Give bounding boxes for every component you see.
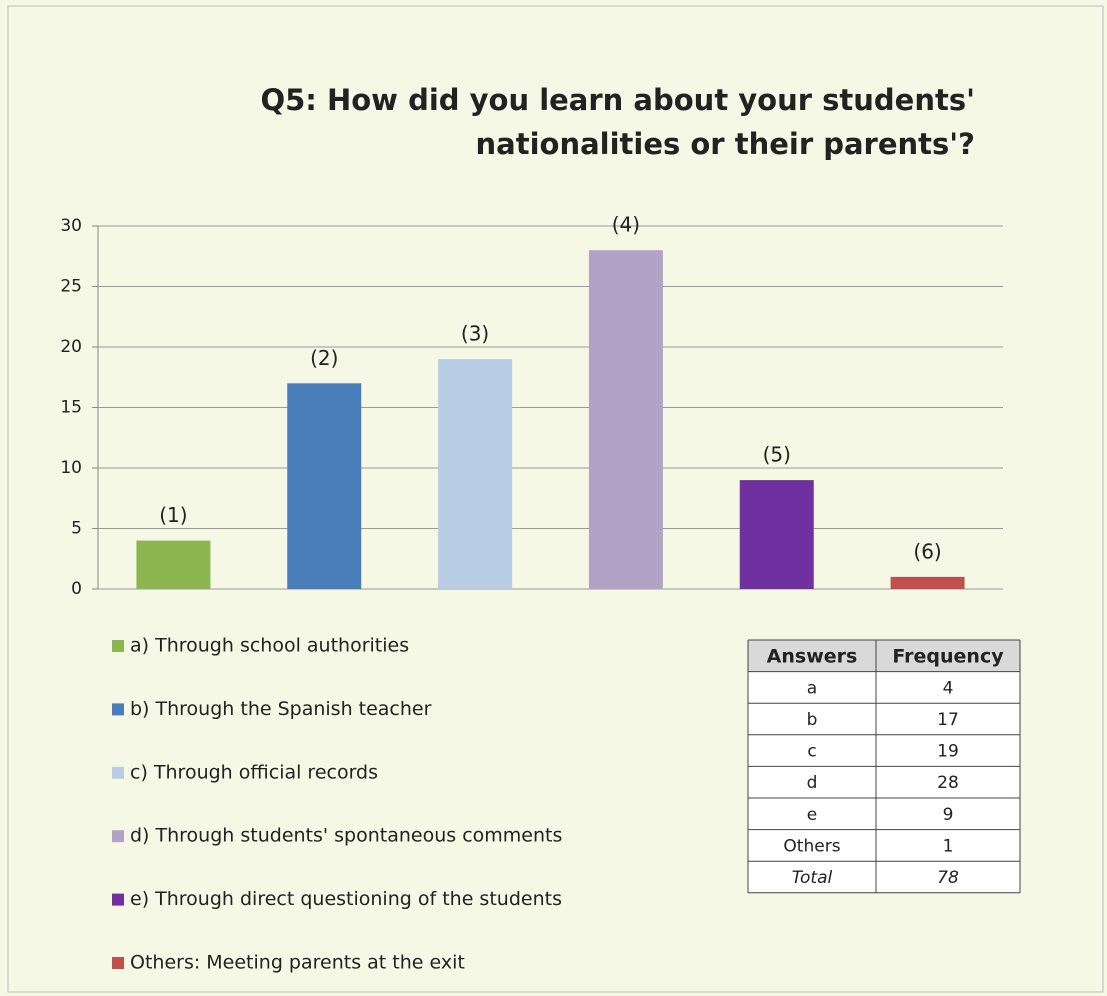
bar (890, 576, 965, 589)
bar-label: (2) (310, 346, 338, 370)
bar (287, 383, 362, 589)
y-tick-label: 25 (60, 277, 82, 297)
legend-swatch (112, 830, 124, 843)
chart-title: Q5: How did you learn about your student… (260, 83, 975, 117)
table-cell: Others (783, 836, 840, 856)
bar (588, 250, 663, 589)
table-cell: 1 (943, 836, 954, 856)
table-cell: 78 (937, 868, 959, 888)
table-cell: b (807, 710, 818, 730)
frame (7, 5, 1104, 993)
legend-swatch (112, 640, 124, 652)
table-header: Answers (767, 645, 858, 667)
legend-label: Others: Meeting parents at the exit (130, 952, 465, 974)
y-tick-label: 30 (60, 216, 82, 236)
y-tick-label: 10 (60, 458, 82, 478)
bar-label: (6) (913, 539, 941, 563)
chart-title: nationalities or their parents'? (476, 127, 975, 161)
bar-label: (3) (461, 322, 489, 346)
table-header: Frequency (892, 645, 1004, 667)
table-cell: 9 (943, 805, 954, 825)
table-cell: a (807, 678, 817, 698)
legend-label: c) Through official records (130, 761, 378, 783)
y-tick-label: 15 (60, 398, 82, 418)
table-cell: 28 (937, 773, 959, 793)
table-cell: 19 (937, 742, 959, 762)
legend-swatch (112, 766, 124, 779)
table-header-bg (748, 640, 1020, 672)
y-tick-label: 5 (71, 519, 82, 539)
bar (438, 359, 513, 589)
table-cell: 17 (937, 710, 959, 730)
legend-swatch (112, 703, 124, 716)
bar (136, 540, 211, 589)
bar-label: (4) (612, 213, 640, 237)
y-tick-label: 20 (60, 337, 82, 357)
table-cell: Total (792, 868, 833, 888)
y-tick-label: 0 (71, 579, 82, 599)
table-cell: d (807, 773, 818, 793)
legend-label: e) Through direct questioning of the stu… (130, 888, 562, 910)
bar-label: (5) (763, 443, 791, 467)
bar (739, 480, 814, 589)
table-cell: c (807, 742, 816, 762)
legend-swatch (112, 957, 124, 969)
table-body-bg (748, 671, 1020, 893)
legend-label: b) Through the Spanish teacher (130, 698, 432, 720)
legend-label: a) Through school authorities (130, 635, 409, 657)
table-cell: e (807, 805, 817, 825)
legend-swatch (112, 893, 124, 906)
table-cell: 4 (943, 678, 954, 698)
bar-label: (1) (159, 503, 187, 527)
legend-label: d) Through students' spontaneous comment… (130, 825, 562, 847)
